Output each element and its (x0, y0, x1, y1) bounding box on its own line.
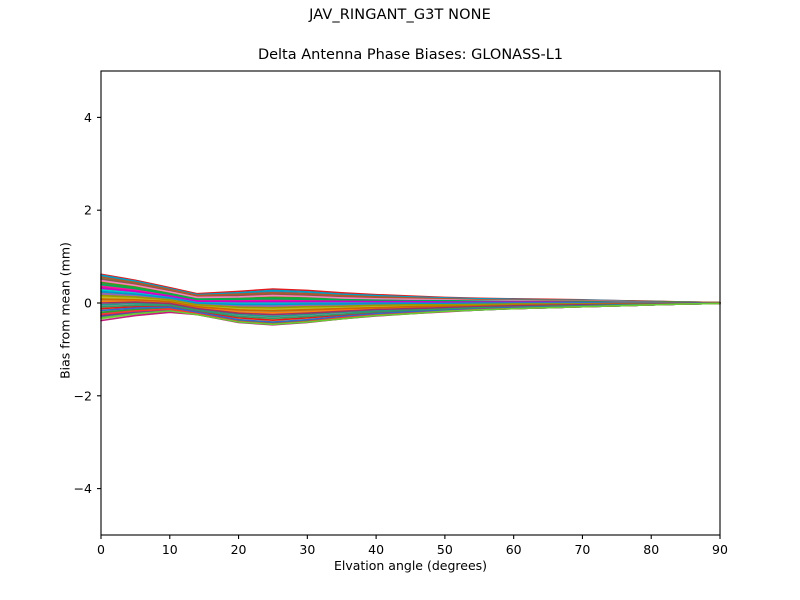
axes-title: Delta Antenna Phase Biases: GLONASS-L1 (257, 47, 564, 63)
y-tick-label: 2 (84, 203, 92, 218)
y-tick-label: −4 (74, 481, 92, 496)
x-tick-label: 90 (712, 542, 728, 557)
x-tick-label: 20 (231, 542, 247, 557)
x-tick-label: 80 (643, 542, 659, 557)
x-axis-label: Elvation angle (degrees) (333, 558, 488, 573)
y-tick-label: 0 (84, 296, 92, 311)
x-tick-label: 50 (437, 542, 453, 557)
data-series-group (100, 273, 721, 326)
y-tick-label: 4 (84, 110, 92, 125)
x-tick-label: 10 (162, 542, 178, 557)
y-tick-label: −2 (74, 388, 92, 403)
figure-suptitle: JAV_RINGANT_G3T NONE (309, 7, 491, 23)
x-tick-label: 70 (574, 542, 590, 557)
y-axis-label: Bias from mean (mm) (57, 242, 73, 379)
x-tick-label: 0 (97, 542, 105, 557)
x-tick-label: 40 (368, 542, 384, 557)
x-tick-label: 60 (506, 542, 522, 557)
data-line (100, 302, 721, 326)
x-tick-label: 30 (299, 542, 315, 557)
axis-ticks-group: 0 10 20 30 40 50 60 70 80 90 −4 −2 0 2 4 (74, 110, 728, 557)
